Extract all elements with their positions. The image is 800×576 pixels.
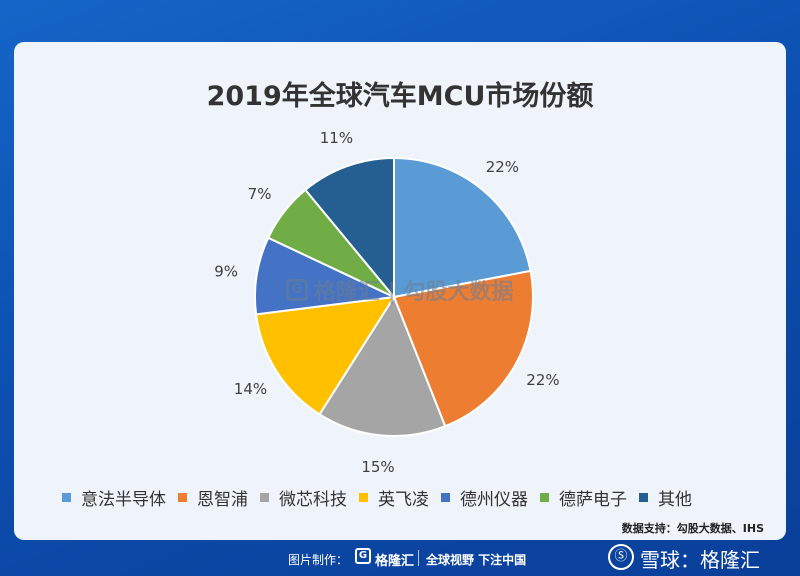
legend-swatch bbox=[62, 493, 71, 502]
watermark: G 格隆汇 | 勾股大数据 bbox=[286, 274, 513, 306]
slogan: 全球视野 下注中国 bbox=[426, 553, 527, 567]
legend-label: 德萨电子 bbox=[559, 490, 627, 510]
chart-title: 2019年全球汽车MCU市场份额 bbox=[206, 81, 594, 112]
gelonghui-logo-icon: G bbox=[355, 548, 371, 564]
legend-label: 恩智浦 bbox=[197, 490, 248, 510]
data-label-2: 22% bbox=[526, 371, 559, 389]
watermark-logo-icon: G bbox=[286, 279, 308, 301]
legend-item-7: 其他 bbox=[639, 485, 692, 510]
legend-swatch bbox=[540, 493, 549, 502]
legend-swatch bbox=[260, 493, 269, 502]
legend-swatch bbox=[178, 493, 187, 502]
pie-slice-7 bbox=[303, 156, 395, 300]
legend-swatch bbox=[639, 493, 648, 502]
data-label-5: 9% bbox=[214, 262, 238, 280]
pie-slice-2 bbox=[392, 269, 534, 428]
xueqiu-icon: Ⓢ bbox=[608, 544, 634, 570]
legend-item-2: 恩智浦 bbox=[178, 485, 248, 510]
data-label-6: 7% bbox=[248, 185, 272, 203]
legend-item-3: 微芯科技 bbox=[260, 485, 347, 510]
footer-divider bbox=[418, 550, 419, 566]
xueqiu-label: 雪球：格隆汇 bbox=[640, 548, 760, 572]
legend-item-5: 德州仪器 bbox=[441, 485, 528, 510]
pie-slice-5 bbox=[254, 236, 398, 316]
data-label-4: 14% bbox=[234, 380, 267, 398]
pie-slice-3 bbox=[318, 294, 447, 437]
chart-card: 2019年全球汽车MCU市场份额 22% 22% 15% 14% 9% 7% 11% G 格… bbox=[14, 42, 786, 540]
data-label-1: 22% bbox=[486, 158, 519, 176]
footer: 图片制作： G 格隆汇 全球视野 下注中国 Ⓢ 雪球：格隆汇 bbox=[0, 540, 800, 576]
legend-swatch bbox=[359, 493, 368, 502]
legend-item-4: 英飞凌 bbox=[359, 485, 429, 510]
pie-slice-4 bbox=[254, 295, 396, 416]
data-label-3: 15% bbox=[361, 458, 394, 472]
legend-label: 英飞凌 bbox=[378, 490, 429, 510]
legend-label: 微芯科技 bbox=[279, 490, 347, 510]
legend-item-6: 德萨电子 bbox=[540, 485, 627, 510]
legend-label: 意法半导体 bbox=[81, 490, 166, 510]
legend-swatch bbox=[441, 493, 450, 502]
legend-label: 其他 bbox=[658, 490, 692, 510]
made-by-label: 图片制作： bbox=[288, 553, 349, 567]
legend-item-1: 意法半导体 bbox=[62, 485, 166, 510]
brand-name: 格隆汇 bbox=[375, 554, 415, 569]
chart-legend: 意法半导体 恩智浦 微芯科技 英飞凌 德州仪器 德萨电子 其他 bbox=[62, 485, 762, 510]
watermark-text: 格隆汇 | 勾股大数据 bbox=[314, 280, 514, 305]
data-label-7: 11% bbox=[320, 129, 353, 147]
legend-label: 德州仪器 bbox=[460, 490, 528, 510]
data-source: 数据支持：勾股大数据、IHS bbox=[621, 522, 764, 535]
pie-slice-1 bbox=[393, 156, 532, 299]
pie-chart: 22% 22% 15% 14% 9% 7% 11% bbox=[214, 129, 559, 472]
